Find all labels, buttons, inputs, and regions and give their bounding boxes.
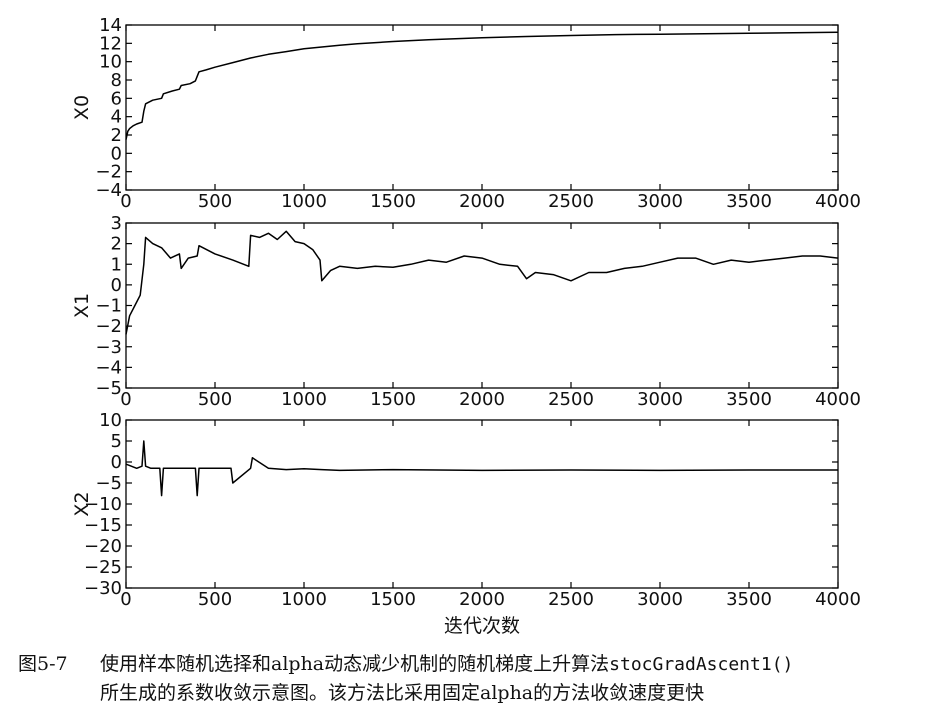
plot-frame xyxy=(125,419,839,589)
x-tick-label: 500 xyxy=(198,191,232,212)
y-tick-label: −10 xyxy=(84,494,122,515)
y-axis-title: X0 xyxy=(71,95,93,120)
x-tick-label: 0 xyxy=(120,589,131,610)
x-tick-label: 500 xyxy=(198,589,232,610)
y-tick-label: −5 xyxy=(95,378,122,399)
subplot-x0: 0 500 1000 1500 2000 2500 3000 3500 4000−4−20246… xyxy=(71,15,861,212)
y-tick-label: −4 xyxy=(95,357,122,378)
caption-text-1: 使用样本随机选择和alpha动态减少机制的随机梯度上升算法 xyxy=(100,653,610,675)
subplot-x2: 0 500 1000 1500 2000 2500 3000 3500 4000 −30−25−2… xyxy=(71,410,861,637)
subplot-x1: 0 500 1000 1500 2000 2500 3000 3500 4000 −5−4−3−2… xyxy=(71,213,861,410)
series-line-x2 xyxy=(125,440,838,497)
x-tick-label: 1000 xyxy=(281,389,327,410)
caption-code: stocGradAscent1() xyxy=(609,654,794,675)
x-tick-label: 1500 xyxy=(370,389,416,410)
y-tick-label: −15 xyxy=(84,515,122,536)
x-tick-label: 3000 xyxy=(637,589,683,610)
y-tick-label: −2 xyxy=(95,316,122,337)
y-tick-label: −1 xyxy=(95,296,122,317)
y-tick-label: 12 xyxy=(99,33,122,54)
x-tick-label: 3500 xyxy=(726,191,772,212)
y-tick-label: 2 xyxy=(111,234,122,255)
caption-text-2: 所生成的系数收敛示意图。该方法比采用固定alpha的方法收敛速度更快 xyxy=(100,682,705,704)
y-tick-label: 10 xyxy=(99,410,122,431)
y-tick-label: 4 xyxy=(111,107,122,128)
y-tick-label: −2 xyxy=(95,162,122,183)
y-tick-label: 0 xyxy=(111,452,122,473)
x-tick-label: 1000 xyxy=(281,191,327,212)
y-axis-title: X1 xyxy=(71,293,93,318)
x-tick-label: 2500 xyxy=(548,589,594,610)
x-tick-label: 2500 xyxy=(548,389,594,410)
y-tick-label: −25 xyxy=(84,557,122,578)
y-tick-label: −20 xyxy=(84,536,122,557)
y-tick-label: −3 xyxy=(95,337,122,358)
x-tick-label: 4000 xyxy=(815,191,861,212)
plot-frame xyxy=(125,24,839,191)
y-tick-label: 0 xyxy=(111,275,122,296)
y-tick-label: 14 xyxy=(99,15,122,36)
x-tick-label: 3000 xyxy=(637,191,683,212)
x-tick-label: 500 xyxy=(198,389,232,410)
y-tick-label: 5 xyxy=(111,431,122,452)
x-tick-label: 4000 xyxy=(815,389,861,410)
series-line-x0 xyxy=(125,31,839,140)
y-tick-label: 8 xyxy=(111,70,122,91)
plot-frame xyxy=(125,222,839,389)
x-tick-label: 0 xyxy=(120,389,131,410)
y-tick-label: 1 xyxy=(111,254,122,275)
x-tick-label: 0 xyxy=(120,191,131,212)
chart-canvas: 0 500 1000 1500 2000 2500 3000 3500 4000−4−20246… xyxy=(71,15,861,637)
x-tick-label: 2000 xyxy=(459,589,505,610)
x-tick-label: 2500 xyxy=(548,191,594,212)
y-tick-label: −4 xyxy=(95,180,122,201)
x-tick-label: 1500 xyxy=(370,191,416,212)
y-tick-label: 2 xyxy=(111,125,122,146)
x-axis-title: 迭代次数 xyxy=(444,615,520,637)
figure-caption: 图5-7 使用样本随机选择和alpha动态减少机制的随机梯度上升算法stocGra… xyxy=(18,650,938,708)
x-tick-label: 4000 xyxy=(815,589,861,610)
x-tick-label: 1000 xyxy=(281,589,327,610)
y-tick-label: 3 xyxy=(111,213,122,234)
y-tick-label: 10 xyxy=(99,52,122,73)
x-tick-label: 3500 xyxy=(726,389,772,410)
x-tick-label: 3500 xyxy=(726,589,772,610)
y-tick-label: 6 xyxy=(111,88,122,109)
x-tick-label: 2000 xyxy=(459,191,505,212)
y-tick-label: −30 xyxy=(84,578,122,599)
y-tick-label: −5 xyxy=(95,473,122,494)
figure-number: 图5-7 xyxy=(18,653,68,675)
x-tick-label: 1500 xyxy=(370,589,416,610)
y-axis-title: X2 xyxy=(71,491,93,516)
y-tick-label: 0 xyxy=(111,143,122,164)
x-tick-label: 3000 xyxy=(637,389,683,410)
series-line-x1 xyxy=(125,230,839,335)
x-tick-label: 2000 xyxy=(459,389,505,410)
